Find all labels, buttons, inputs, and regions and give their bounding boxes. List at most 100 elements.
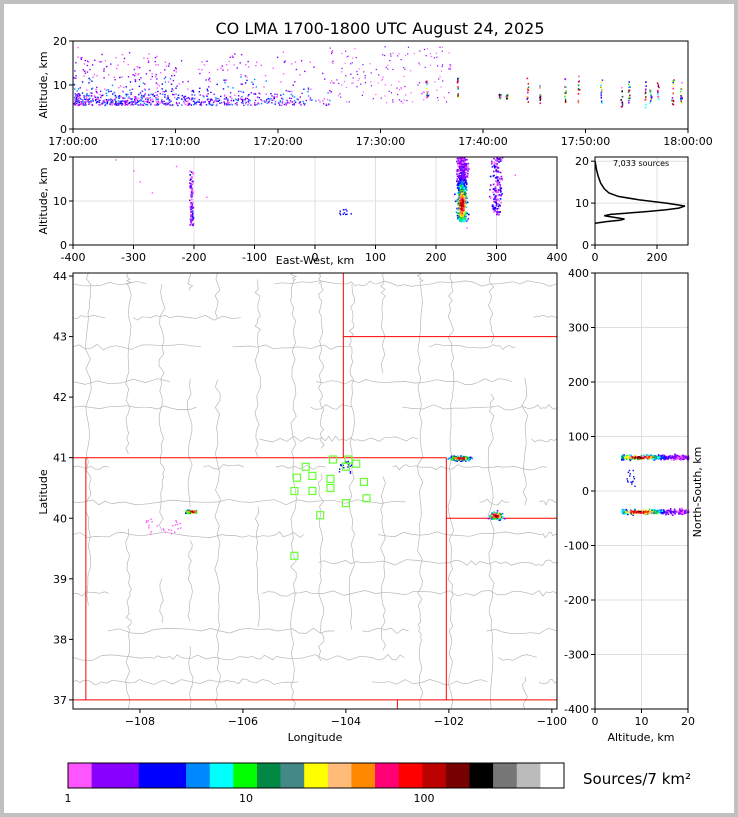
- time-source-point: [423, 48, 426, 51]
- time-source-point: [255, 65, 257, 67]
- time-source-point: [102, 94, 104, 96]
- eastwest-source-point: [191, 198, 193, 201]
- eastwest-source-point: [460, 163, 463, 165]
- time-source-point: [273, 99, 275, 101]
- time-source-point: [290, 93, 293, 96]
- altitude-eastwest-ylabel: Altitude, km: [37, 167, 50, 234]
- county-line: [203, 464, 245, 470]
- time-source-point: [389, 60, 391, 62]
- eastwest-source-point: [493, 157, 495, 160]
- eastwest-source-point: [190, 206, 193, 209]
- colorbar-cell: [469, 763, 494, 788]
- northsouth-source-point: [629, 473, 631, 475]
- county-line: [254, 279, 261, 306]
- northsouth-source-point: [624, 513, 626, 515]
- time-source-point: [248, 100, 250, 102]
- time-source-point: [201, 61, 203, 63]
- county-line: [448, 605, 454, 646]
- time-source-point: [97, 98, 99, 101]
- county-line: [250, 679, 299, 685]
- time-source-point: [86, 60, 89, 62]
- time-source-point: [144, 83, 146, 85]
- time-source-point: [74, 104, 77, 106]
- time-source-point: [102, 100, 105, 102]
- colorbar-tick-label: 10: [239, 792, 253, 805]
- northsouth-source-point: [678, 457, 681, 459]
- time-source-point: [171, 104, 174, 106]
- northsouth-source-point: [633, 478, 636, 480]
- time-source-point: [381, 79, 383, 81]
- time-source-point: [245, 64, 247, 66]
- county-line: [318, 315, 325, 384]
- time-source-point: [111, 101, 114, 103]
- eastwest-source-point: [495, 210, 497, 212]
- time-source-point: [96, 86, 98, 89]
- county-line: [448, 645, 454, 709]
- northsouth-source-point: [629, 456, 631, 458]
- northsouth-source-point: [635, 511, 637, 514]
- northsouth-source-point: [637, 458, 639, 461]
- northsouth-source-point: [620, 457, 623, 459]
- northsouth-source-point: [627, 456, 629, 459]
- time-source-point: [78, 104, 80, 107]
- time-source-point: [564, 95, 566, 98]
- time-source-point: [390, 84, 392, 86]
- eastwest-source-point: [459, 167, 461, 170]
- time-source-point: [162, 91, 164, 93]
- map-source-point: [174, 524, 177, 526]
- time-source-point: [151, 73, 153, 75]
- time-source-point: [150, 104, 152, 106]
- northsouth-source-point: [645, 511, 648, 513]
- eastwest-source-point: [459, 203, 462, 205]
- time-source-point: [83, 96, 85, 99]
- time-source-point: [142, 100, 144, 103]
- time-source-point: [185, 100, 187, 102]
- time-source-point: [299, 96, 301, 98]
- time-source-point: [93, 95, 96, 97]
- time-source-point: [150, 93, 152, 95]
- eastwest-source-point: [461, 175, 464, 178]
- eastwest-source-point: [464, 191, 467, 193]
- time-source-point: [448, 52, 450, 54]
- time-source-point: [331, 51, 333, 53]
- time-source-point: [355, 57, 357, 59]
- county-line: [489, 394, 495, 429]
- northsouth-source-point: [636, 510, 638, 513]
- northsouth-source-point: [684, 455, 687, 457]
- county-line: [217, 498, 309, 506]
- northsouth-source-point: [653, 456, 655, 459]
- time-source-point: [159, 102, 161, 104]
- county-line: [314, 435, 343, 443]
- time-source-point: [628, 89, 630, 92]
- time-source-point: [426, 87, 428, 90]
- time-source-point: [350, 73, 352, 75]
- time-source-point: [184, 103, 187, 106]
- time-source-point: [407, 46, 410, 48]
- time-source-point: [160, 71, 162, 74]
- time-source-point: [181, 95, 184, 97]
- time-xtick-label: 17:10:00: [151, 135, 200, 148]
- time-source-point: [180, 60, 183, 62]
- map-source-point: [469, 456, 471, 459]
- eastwest-source-point: [458, 215, 460, 218]
- time-source-point: [100, 61, 102, 63]
- time-source-point: [132, 104, 134, 106]
- time-source-point: [426, 94, 428, 96]
- time-source-point: [293, 100, 296, 102]
- eastwest-source-point: [191, 203, 194, 206]
- time-source-point: [303, 102, 305, 105]
- time-source-point: [397, 93, 399, 96]
- time-source-point: [426, 92, 429, 95]
- time-source-point: [227, 99, 229, 101]
- time-source-point: [191, 98, 193, 100]
- time-source-point: [95, 99, 97, 102]
- northsouth-source-point: [621, 510, 624, 512]
- eastwest-source-point: [458, 212, 460, 215]
- time-source-point: [601, 79, 604, 81]
- eastwest-source-point: [465, 206, 468, 208]
- time-source-point: [202, 94, 204, 97]
- time-source-point: [128, 52, 131, 54]
- time-source-point: [226, 64, 228, 66]
